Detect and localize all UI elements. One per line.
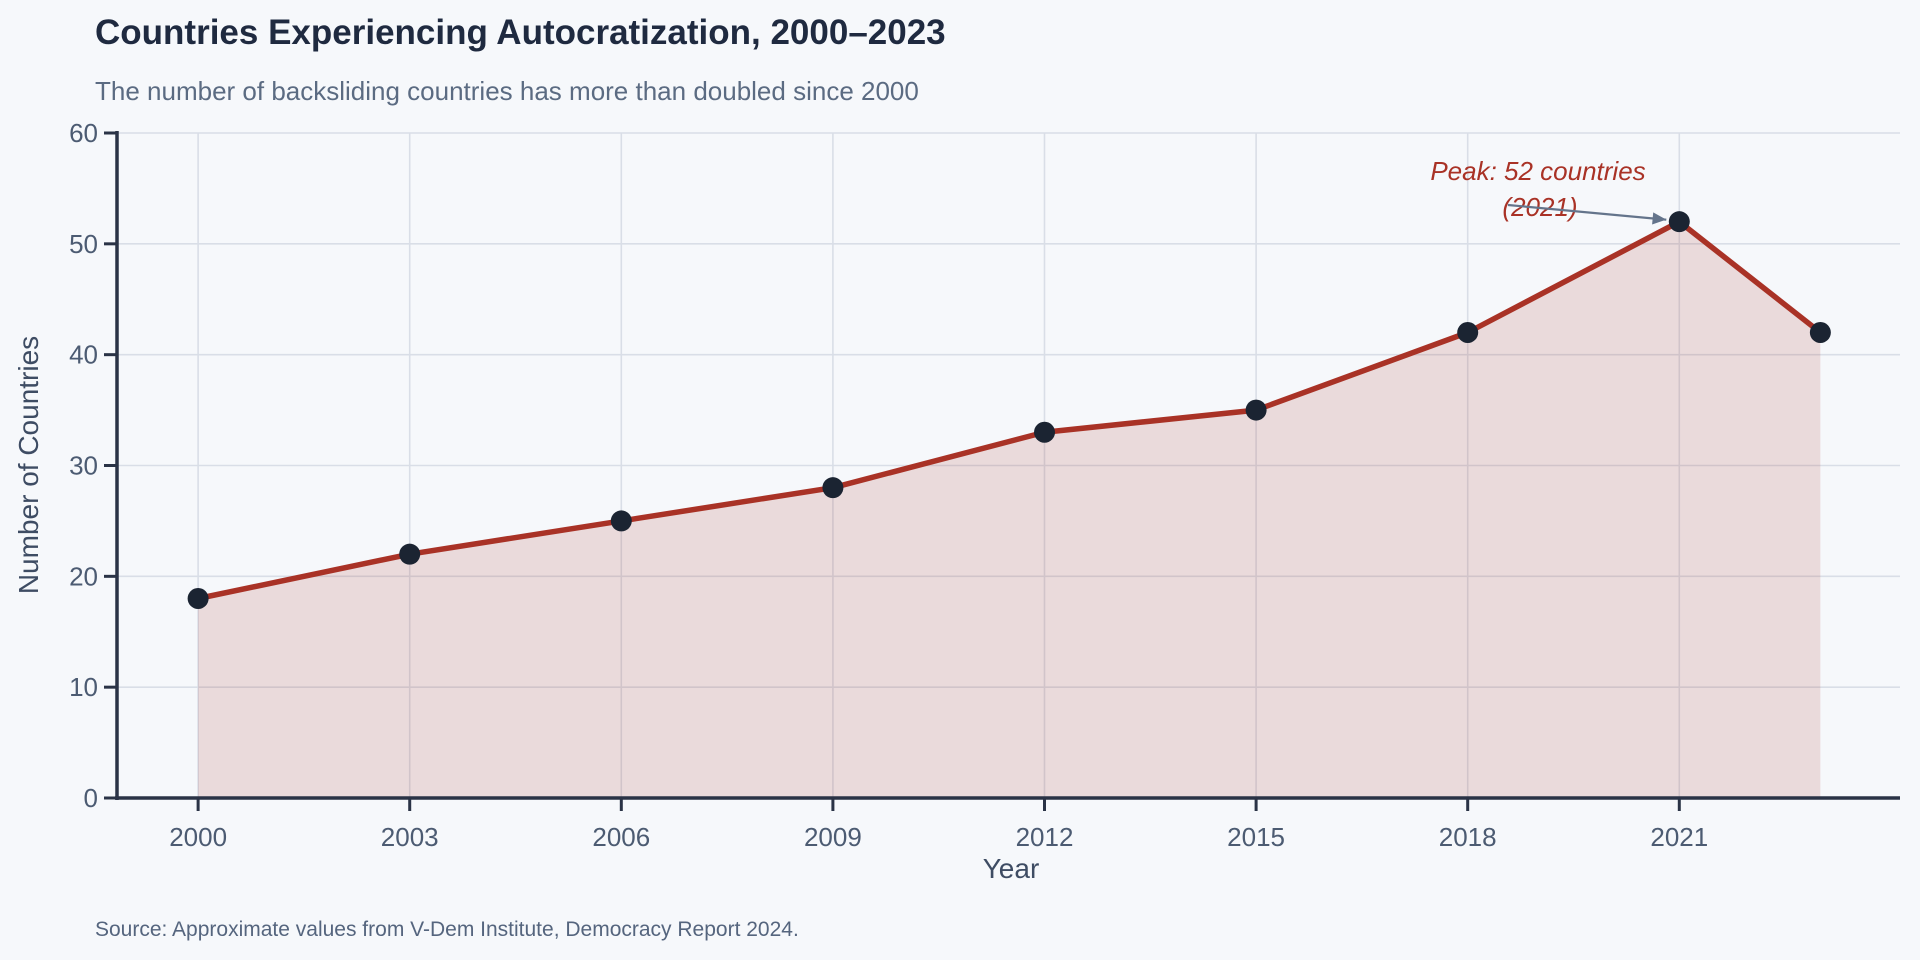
data-point-marker — [187, 588, 209, 609]
x-tick-label: 2021 — [1650, 822, 1708, 852]
x-tick-label: 2006 — [592, 822, 650, 852]
x-tick-label: 2015 — [1227, 822, 1285, 852]
y-tick-label: 10 — [69, 672, 98, 702]
x-tick-label: 2003 — [381, 822, 439, 852]
y-tick-label: 40 — [69, 340, 98, 370]
chart-title: Countries Experiencing Autocratization, … — [95, 13, 946, 52]
y-axis-label: Number of Countries — [13, 336, 44, 594]
data-point-marker — [1245, 399, 1267, 421]
data-point-marker — [1809, 322, 1831, 343]
y-tick-label: 30 — [69, 451, 98, 481]
annotation-text-line1: Peak: 52 countries — [1430, 156, 1645, 186]
x-tick-label: 2012 — [1016, 822, 1074, 852]
data-point-marker — [822, 477, 844, 499]
annotation-arrow-line — [1507, 203, 1667, 221]
data-layer — [187, 211, 1831, 798]
axis-layer: 2000 2003 2006 2009 2012 2015 2018 2021 0 10 20 30 4… — [69, 118, 1900, 852]
x-tick-label: 2009 — [804, 822, 862, 852]
chart-subtitle: The number of backsliding countries has … — [95, 76, 919, 106]
data-point-marker — [1668, 211, 1690, 233]
x-tick-label: 2018 — [1439, 822, 1497, 852]
y-tick-label: 0 — [84, 783, 98, 813]
y-tick-label: 60 — [69, 118, 98, 148]
grid-layer — [117, 132, 1900, 799]
annotation-arrow-head — [1652, 212, 1667, 225]
data-point-marker — [399, 543, 421, 565]
data-point-marker — [610, 510, 632, 532]
x-tick-label: 2000 — [169, 822, 227, 852]
x-axis-label: Year — [983, 853, 1040, 884]
annotation-arrow-layer — [1507, 203, 1667, 225]
y-tick-label: 50 — [69, 229, 98, 259]
data-point-marker — [1034, 421, 1056, 443]
area-fill — [198, 221, 1821, 798]
data-point-marker — [1457, 322, 1479, 343]
source-note: Source: Approximate values from V-Dem In… — [95, 918, 799, 941]
y-tick-label: 20 — [69, 561, 98, 591]
